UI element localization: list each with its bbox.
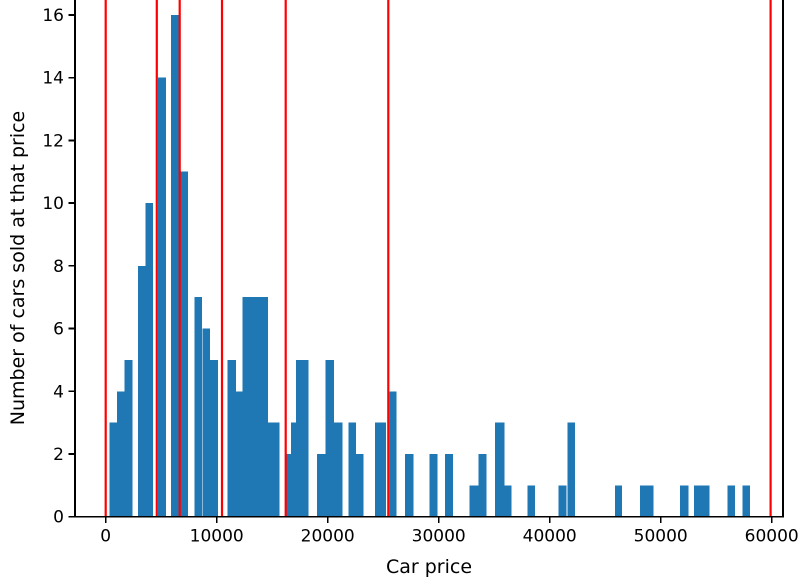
histogram-bar [615, 485, 622, 517]
bars-group [109, 14, 750, 517]
x-tick-label: 20000 [301, 527, 355, 547]
x-tick-label: 0 [100, 527, 111, 547]
histogram-bar [179, 171, 188, 517]
histogram-bar [445, 454, 454, 517]
x-tick-label: 30000 [412, 527, 466, 547]
y-tick-label: 14 [42, 69, 64, 89]
histogram-bar [727, 485, 735, 517]
histogram-bar [375, 422, 386, 517]
histogram-bar [291, 422, 297, 517]
axes-group [68, 0, 784, 524]
histogram-bar [429, 454, 438, 517]
histogram-bar [405, 454, 414, 517]
histogram-bar [267, 422, 280, 517]
histogram-bar [356, 454, 364, 517]
histogram-bar [567, 422, 575, 517]
histogram-bar [478, 454, 487, 517]
histogram-bar [137, 265, 146, 517]
histogram-bar [469, 485, 479, 517]
histogram-bar [694, 485, 710, 517]
x-tick-label: 10000 [190, 527, 244, 547]
histogram-bar [116, 391, 125, 517]
histogram-bar [680, 485, 689, 517]
histogram-bar [145, 203, 154, 517]
y-axis-label: Number of cars sold at that price [7, 111, 29, 426]
y-tick-label: 6 [53, 320, 64, 340]
x-tick-label: 60000 [745, 527, 799, 547]
y-tick-label: 12 [42, 131, 64, 151]
y-tick-label: 4 [53, 382, 64, 402]
histogram-bar [296, 359, 309, 517]
y-tick-label: 8 [53, 257, 64, 277]
x-tick-label: 40000 [523, 527, 577, 547]
histogram-bar [202, 328, 211, 517]
histogram-bar [158, 77, 166, 517]
histogram-bar [210, 359, 218, 517]
histogram-bar [109, 422, 117, 517]
histogram-bar [255, 297, 268, 517]
histogram-bar [640, 485, 654, 517]
x-axis-label: Car price [386, 556, 472, 578]
histogram-bar [227, 359, 237, 517]
y-tick-label: 10 [42, 194, 64, 214]
histogram-bar [742, 485, 750, 517]
histogram-bar [171, 14, 180, 517]
histogram-bar [495, 422, 505, 517]
histogram-bar [504, 485, 512, 517]
histogram-bar [527, 485, 535, 517]
histogram-bar [317, 454, 326, 517]
histogram-bar [236, 391, 243, 517]
y-tick-label: 0 [53, 508, 64, 528]
y-tick-label: 16 [42, 6, 64, 26]
histogram-bar [325, 359, 334, 517]
vlines-group [104, 0, 772, 517]
histogram-bar [194, 297, 203, 517]
x-tick-label: 50000 [634, 527, 688, 547]
tick-labels-group: 0 10000 20000 30000 40000 50000 60000 0 2 4 6 8 10 12… [42, 6, 798, 547]
histogram-bar [242, 297, 255, 517]
histogram-bar [348, 422, 356, 517]
histogram-bar [286, 454, 291, 517]
y-tick-label: 2 [53, 445, 64, 465]
histogram-bar [389, 391, 397, 517]
histogram-bar [334, 422, 343, 517]
histogram-bar [558, 485, 567, 517]
histogram-bar [124, 359, 133, 517]
